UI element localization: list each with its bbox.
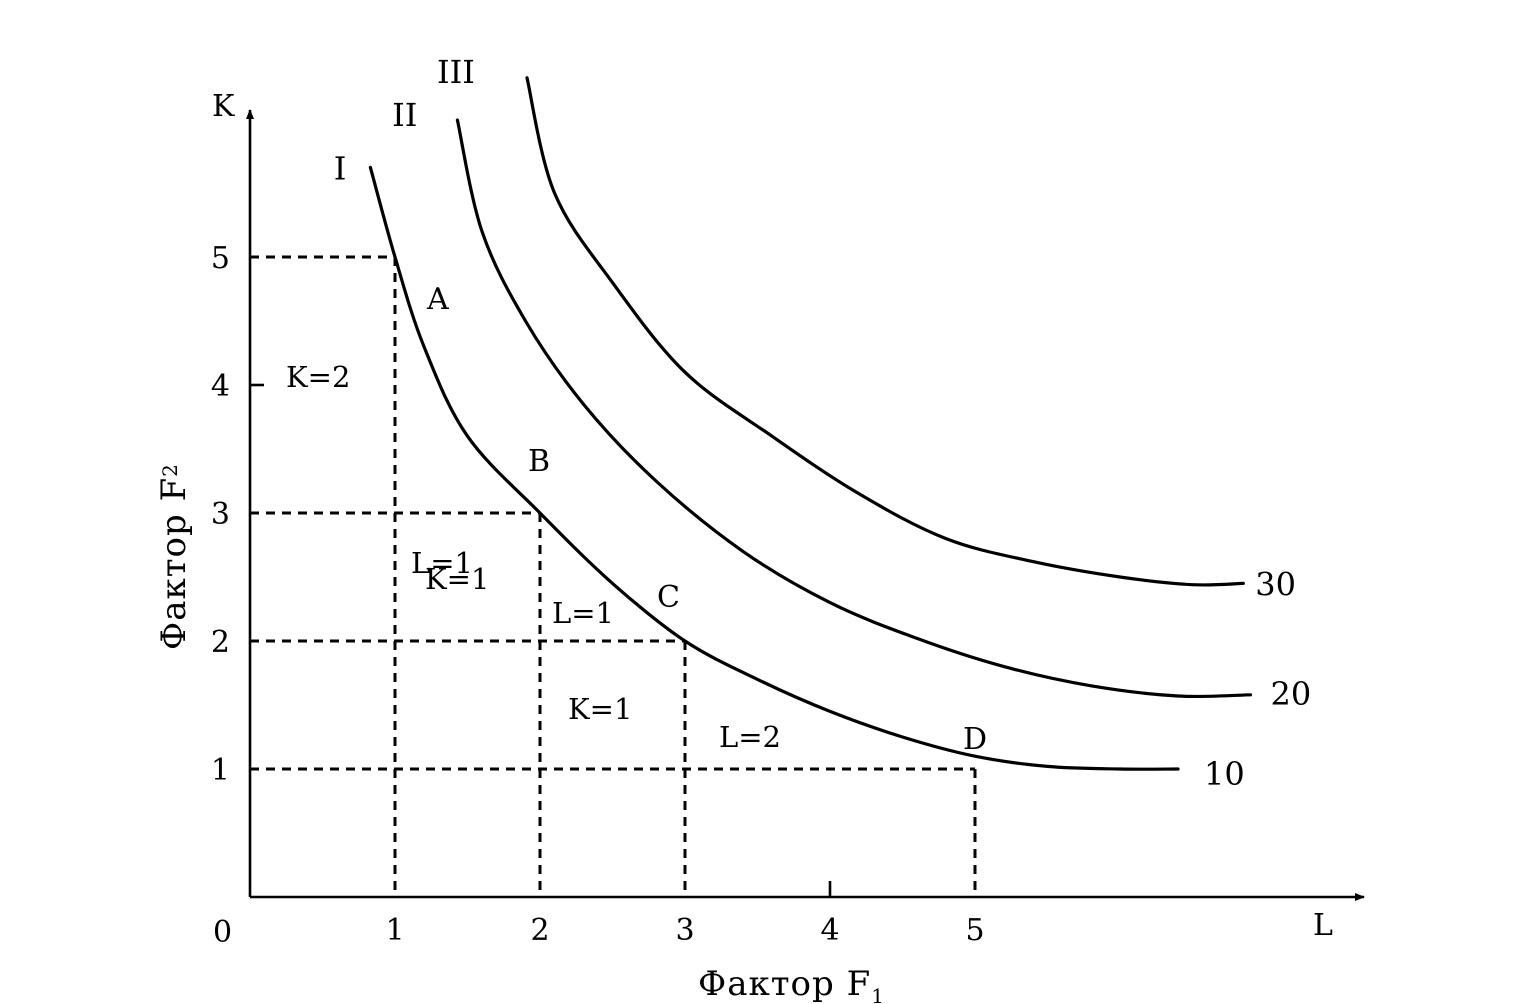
point-label-c: C xyxy=(657,580,680,615)
isoquant-curves xyxy=(368,76,1253,771)
x-tick-label-1: 1 xyxy=(385,913,404,948)
isoquant-2-name: II xyxy=(392,96,417,134)
x-tick-label-5: 5 xyxy=(965,913,984,948)
axis-ticks: 1 2 3 4 5 1 2 3 4 5 xyxy=(211,241,985,948)
y-tick-label-2: 2 xyxy=(211,625,230,660)
y-tick-label-5: 5 xyxy=(211,241,230,276)
isoquant-2 xyxy=(455,118,1253,699)
x-tick-label-2: 2 xyxy=(530,913,549,948)
step-label-1: K=2 xyxy=(286,360,350,394)
x-axis-symbol: L xyxy=(1313,908,1333,943)
step-label-5: K=1 xyxy=(568,692,632,726)
x-tick-label-4: 4 xyxy=(820,913,839,948)
dashed-guide-lines xyxy=(250,255,977,897)
x-tick-label-3: 3 xyxy=(675,913,694,948)
step-label-6: L=2 xyxy=(719,720,781,754)
y-tick-label-3: 3 xyxy=(211,497,230,532)
y-axis-symbol: K xyxy=(212,89,235,124)
step-label-2: L=1 xyxy=(411,546,473,580)
y-tick-label-4: 4 xyxy=(211,369,230,404)
isoquant-1-name: I xyxy=(334,149,347,187)
isoquant-1-value: 10 xyxy=(1204,755,1245,793)
step-label-4: L=1 xyxy=(552,596,614,630)
point-label-d: D xyxy=(963,722,987,757)
x-axis-title: Фактор F1 xyxy=(698,964,885,1004)
point-label-a: A xyxy=(426,282,449,317)
y-axis-title: Фактор F2 xyxy=(154,463,194,650)
isoquant-2-value: 20 xyxy=(1271,675,1312,713)
point-label-b: B xyxy=(528,444,550,479)
step-label-3: K=1 xyxy=(425,562,489,596)
y-tick-label-1: 1 xyxy=(211,753,230,788)
origin-label: 0 xyxy=(213,915,232,950)
isoquant-3-value: 30 xyxy=(1255,565,1296,603)
isoquant-3 xyxy=(525,76,1245,587)
isoquant-1 xyxy=(368,165,1180,771)
isoquant-3-name: III xyxy=(437,53,475,91)
